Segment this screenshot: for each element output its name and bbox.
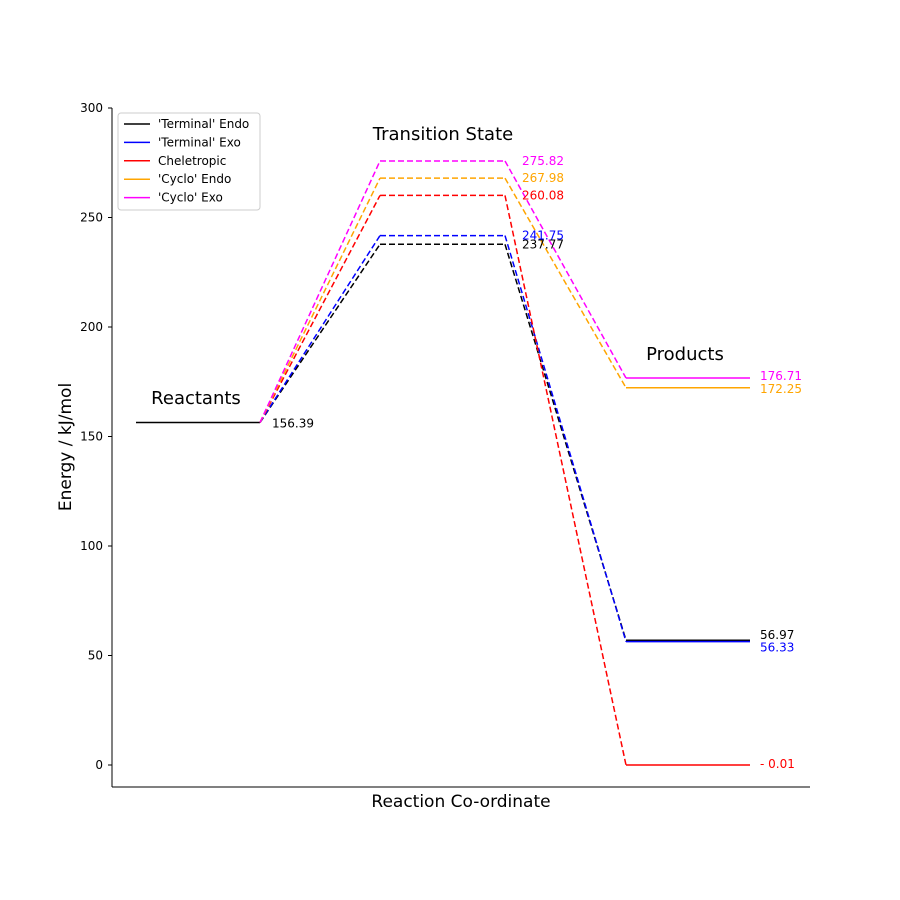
y-tick-label: 200 <box>80 320 103 334</box>
y-axis-ticks: 0 50 100 150 200 250 300 <box>80 101 112 772</box>
x-axis-label: Reaction Co-ordinate <box>371 792 550 812</box>
energy-diagram-chart: 156.39237.7756.97241.7556.33260.08- 0.01… <box>0 0 900 900</box>
product-value-label-terminal-exo: 56.33 <box>760 641 794 655</box>
legend-label-cyclo-endo: 'Cyclo' Endo <box>158 172 231 186</box>
stage-label-products: Products <box>646 344 724 365</box>
y-tick-label: 0 <box>95 758 103 772</box>
product-value-label-cyclo-endo: 172.25 <box>760 382 802 396</box>
connector-down-terminal-exo <box>505 236 626 642</box>
connector-up-cyclo-exo <box>260 161 380 423</box>
legend-label-terminal-exo: 'Terminal' Exo <box>158 135 241 149</box>
y-tick-label: 150 <box>80 430 103 444</box>
ts-value-label-terminal-exo: 241.75 <box>522 229 564 243</box>
ts-value-label-cyclo-exo: 275.82 <box>522 154 564 168</box>
connector-up-cyclo-endo <box>260 178 380 422</box>
ts-value-label-cheletropic: 260.08 <box>522 188 564 202</box>
reactant-value-label: 156.39 <box>272 417 314 431</box>
product-value-label-cyclo-exo: 176.71 <box>760 369 802 383</box>
y-tick-label: 100 <box>80 539 103 553</box>
connector-down-cheletropic <box>505 195 626 765</box>
connector-up-cheletropic <box>260 195 380 422</box>
stage-label-reactants: Reactants <box>151 388 241 409</box>
connector-down-cyclo-endo <box>505 178 626 388</box>
legend: 'Terminal' Endo 'Terminal' Exo Cheletropic… <box>118 113 260 210</box>
y-tick-label: 50 <box>88 649 103 663</box>
legend-label-cheletropic: Cheletropic <box>158 154 226 168</box>
ts-value-label-cyclo-endo: 267.98 <box>522 171 564 185</box>
y-tick-label: 300 <box>80 101 103 115</box>
legend-label-terminal-endo: 'Terminal' Endo <box>158 117 249 131</box>
stage-label-transition-state: Transition State <box>372 124 513 145</box>
y-tick-label: 250 <box>80 211 103 225</box>
y-axis-label: Energy / kJ/mol <box>56 383 76 511</box>
product-value-label-cheletropic: - 0.01 <box>760 757 795 771</box>
legend-label-cyclo-exo: 'Cyclo' Exo <box>158 191 223 205</box>
connector-up-terminal-exo <box>260 236 380 423</box>
